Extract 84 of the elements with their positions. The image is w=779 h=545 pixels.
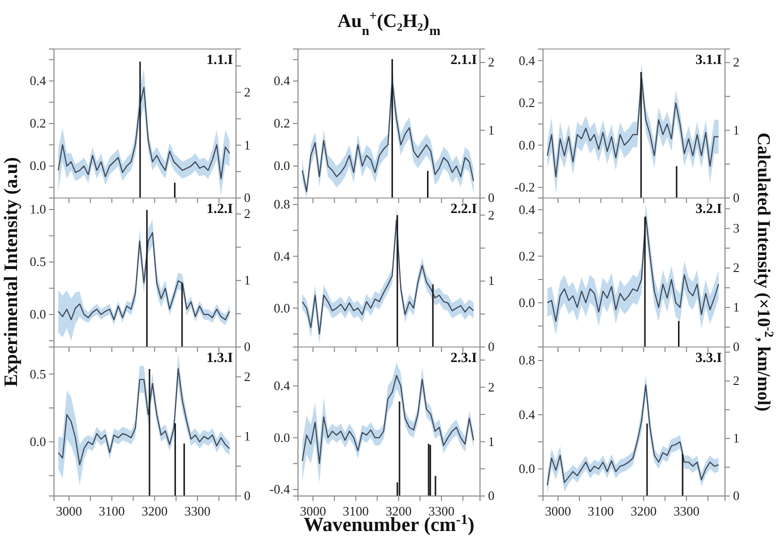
x-tick-label: 3300 (673, 504, 700, 519)
y-tick-label: -0.4 (269, 482, 290, 497)
y2-tick-label: 2 (733, 54, 740, 70)
y2-tick-label: 2 (488, 379, 494, 394)
y-tick-label: 0.0 (518, 294, 535, 310)
y2-tick-label: 2 (244, 84, 250, 100)
y-tick-label: 0.8 (274, 196, 290, 212)
y2-tick-label: 0 (733, 339, 740, 354)
annotation: 2.1.I (450, 53, 477, 68)
y2-tick-label: 2 (244, 206, 250, 222)
y-tick-label: 0.2 (518, 95, 535, 110)
y-tick-label: 0.0 (30, 306, 46, 322)
y-tick-label: 0.0 (30, 434, 46, 449)
y-tick-label: 0.0 (274, 430, 290, 445)
y2-tick-label: 0 (488, 488, 494, 504)
y-tick-label: 0.4 (518, 52, 536, 68)
y-tick-label: 0.4 (518, 202, 536, 217)
y-tick-label: 0.2 (518, 248, 535, 264)
y-tick-label: 0.4 (274, 378, 290, 394)
chart-title: Au$_{n}$$^{+}$(C₂H₂)$_{m}$ (338, 8, 440, 38)
y-tick-label: 0.4 (274, 73, 290, 88)
y-tick-label: 0.0 (274, 300, 290, 316)
y-tick-label: 0.0 (518, 137, 535, 152)
y-tick-label: 0.2 (274, 116, 290, 131)
x-tick-label: 3300 (428, 504, 454, 519)
y-tick-label: 0.5 (30, 366, 46, 382)
y2-tick-label: 0 (733, 488, 740, 504)
y-tick-label: 0.5 (30, 254, 46, 270)
y2-tick-label: 1 (244, 272, 250, 288)
x-tick-label: 3100 (588, 504, 614, 519)
y-tick-label: 0.4 (274, 248, 290, 264)
y-tick-label: 0.0 (518, 461, 535, 476)
y2-tick-label: 1 (488, 434, 494, 449)
x-tick-label: 3100 (342, 504, 369, 519)
annotation: 3.2.I (696, 202, 722, 217)
y2-tick-label: 2 (488, 54, 494, 70)
x-tick-label: 3200 (142, 504, 168, 519)
y-tick-label: 0.8 (518, 352, 535, 368)
y2-tick-label: 1 (733, 122, 740, 138)
annotation: 1.1.I (206, 53, 233, 68)
y-tick-label: 0.2 (30, 116, 46, 131)
y2-tick-label: 2 (733, 260, 740, 276)
annotation: 3.1.I (696, 53, 722, 68)
y2-tick-label: 1 (488, 273, 494, 288)
line-series (302, 374, 474, 464)
y2-tick-label: 2 (488, 207, 494, 222)
line-series (546, 76, 720, 178)
y2-tick-label: 1 (244, 428, 250, 444)
x-tick-label: 3000 (544, 504, 571, 519)
annotation: 3.3.I (696, 351, 722, 366)
y-tick-label: 0.4 (518, 406, 536, 422)
y2-tick-label: 0 (244, 488, 250, 504)
line-series (58, 232, 230, 320)
annotation: 2.3.I (450, 351, 477, 366)
y2-tick-label: 3 (733, 220, 740, 236)
annotation: 2.2.I (450, 202, 477, 217)
y-tick-label: -0.2 (514, 180, 535, 195)
y2-tick-label: 1 (244, 137, 250, 152)
y2-tick-label: 0 (244, 339, 250, 354)
y2-tick-label: 1 (733, 300, 740, 315)
line-series (546, 384, 720, 486)
y2-tick-label: 2 (733, 373, 740, 388)
y2-tick-label: 1 (733, 430, 740, 446)
x-tick-label: 3100 (98, 504, 125, 519)
line-series (58, 86, 230, 180)
x-tick-label: 3300 (184, 504, 210, 519)
y2-tick-label: 0 (244, 190, 250, 206)
line-series (546, 216, 720, 322)
y2-tick-label: 0 (733, 190, 740, 206)
y2-tick-label: 2 (244, 368, 250, 384)
x-tick-label: 3200 (630, 504, 657, 519)
line-series (58, 368, 230, 466)
annotation: 1.3.I (206, 351, 233, 366)
annotation: 1.2.I (206, 202, 233, 217)
y2-tick-label: 0 (488, 190, 494, 206)
y-tick-label: 1.0 (30, 202, 46, 217)
y-tick-label: 0.0 (274, 158, 290, 174)
y-tick-label: 0.0 (30, 158, 46, 174)
y2-tick-label: 0 (488, 339, 494, 354)
y-axis-title: Experimental Intensity (a.u) (1, 157, 22, 387)
x-tick-label: 3000 (56, 504, 82, 519)
y-tick-label: 0.4 (30, 73, 46, 88)
line-series (302, 219, 474, 335)
y2-tick-label: 1 (488, 122, 494, 138)
